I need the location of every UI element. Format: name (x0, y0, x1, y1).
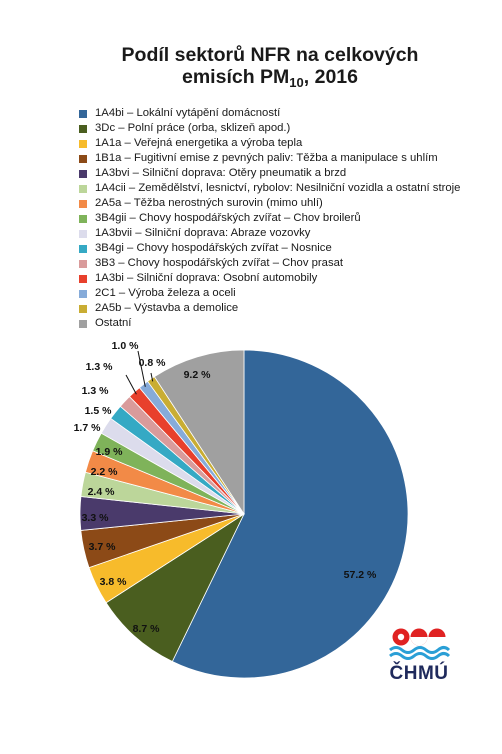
legend-swatch (79, 229, 87, 238)
slice-value-label: 1.3 % (82, 385, 110, 397)
chart-title-line1: Podíl sektorů NFR na celkových (121, 44, 419, 66)
legend-item: 3Dc – Polní práce (orba, sklizeň apod.) (79, 121, 499, 136)
slice-value-label: 3.3 % (82, 512, 110, 524)
legend-label: 2A5a – Těžba nerostných surovin (mimo uh… (95, 197, 323, 209)
slice-value-label: 2.4 % (88, 486, 116, 498)
pie-slice (171, 349, 409, 679)
legend-item: 1A3bi – Silniční doprava: Osobní automob… (79, 271, 499, 286)
slice-value-label: 1.5 % (85, 405, 113, 417)
legend-item: 1B1a – Fugitivní emise z pevných paliv: … (79, 151, 499, 166)
label-leader-line (125, 374, 137, 395)
legend-swatch (79, 274, 87, 283)
legend-label: 2C1 – Výroba železa a oceli (95, 287, 236, 299)
pie-slice (105, 512, 245, 663)
legend-swatch (79, 259, 87, 268)
legend-swatch (79, 109, 87, 118)
label-leader-line (137, 350, 146, 387)
legend-label: 3Dc – Polní práce (orba, sklizeň apod.) (95, 122, 291, 134)
legend-item: 3B4gii – Chovy hospodářských zvířat – Ch… (79, 211, 499, 226)
legend-label: 1A3bi – Silniční doprava: Osobní automob… (95, 272, 318, 284)
slice-value-label: 1.0 % (112, 340, 140, 352)
chart-title-year: , 2016 (303, 66, 358, 88)
chart-title-subscript: 10 (289, 75, 304, 90)
legend-label: 1A3bvii – Silniční doprava: Abraze vozov… (95, 227, 311, 239)
slice-value-label: 57.2 % (344, 569, 377, 581)
legend-label: 1A4bi – Lokální vytápění domácností (95, 107, 281, 119)
legend-label: 1A3bvi – Silniční doprava: Otěry pneumat… (95, 167, 347, 179)
chmu-logo-mark-icon (389, 628, 451, 660)
slice-value-label: 9.2 % (184, 369, 212, 381)
legend-label: 3B4gi – Chovy hospodářských zvířat – Nos… (95, 242, 332, 254)
chmu-logo: ČHMÚ (386, 626, 452, 692)
pie-slice (153, 349, 245, 516)
legend-swatch (79, 154, 87, 163)
legend-label: 3B4gii – Chovy hospodářských zvířat – Ch… (95, 212, 361, 224)
slice-value-label: 2.2 % (91, 466, 119, 478)
chart-title-pm: emisích PM (182, 66, 290, 88)
legend-label: 1B1a – Fugitivní emise z pevných paliv: … (95, 152, 438, 164)
legend-item: 2A5a – Těžba nerostných surovin (mimo uh… (79, 196, 499, 211)
slice-value-label: 1.7 % (74, 422, 102, 434)
legend-label: 1A4cii – Zemědělství, lesnictví, rybolov… (95, 182, 461, 194)
slice-value-label: 1.9 % (96, 446, 124, 458)
legend-swatch (79, 184, 87, 193)
legend-item: 1A1a – Veřejná energetika a výroba tepla (79, 136, 499, 151)
legend-item: Ostatní (79, 316, 499, 331)
legend-swatch (79, 169, 87, 178)
chart-legend: 1A4bi – Lokální vytápění domácností 3Dc –… (79, 106, 499, 331)
legend-label: Ostatní (95, 317, 132, 329)
legend-swatch (79, 124, 87, 133)
legend-swatch (79, 139, 87, 148)
legend-swatch (79, 304, 87, 313)
slice-value-label: 1.3 % (86, 361, 114, 373)
legend-swatch (79, 244, 87, 253)
legend-label: 3B3 – Chovy hospodářských zvířat – Chov … (95, 257, 344, 269)
chart-title-line2: emisích PM10, 2016 (60, 66, 480, 90)
legend-item: 1A3bvii – Silniční doprava: Abraze vozov… (79, 226, 499, 241)
legend-label: 1A1a – Veřejná energetika a výroba tepla (95, 137, 303, 149)
chart-title: Podíl sektorů NFR na celkových emisích P… (60, 44, 480, 90)
slice-value-label: 3.7 % (89, 541, 117, 553)
legend-swatch (79, 289, 87, 298)
legend-item: 2A5b – Výstavba a demolice (79, 301, 499, 316)
legend-swatch (79, 214, 87, 223)
slice-value-label: 8.7 % (133, 623, 161, 635)
legend-item: 1A4cii – Zemědělství, lesnictví, rybolov… (79, 181, 499, 196)
legend-item: 3B4gi – Chovy hospodářských zvířat – Nos… (79, 241, 499, 256)
chmu-logo-text: ČHMÚ (389, 663, 449, 684)
legend-label: 2A5b – Výstavba a demolice (95, 302, 239, 314)
legend-item: 1A4bi – Lokální vytápění domácností (79, 106, 499, 121)
legend-item: 2C1 – Výroba železa a oceli (79, 286, 499, 301)
legend-swatch (79, 199, 87, 208)
slice-value-label: 0.8 % (139, 357, 167, 369)
slice-value-label: 3.8 % (100, 576, 128, 588)
legend-item: 3B3 – Chovy hospodářských zvířat – Chov … (79, 256, 499, 271)
label-leader-line (150, 372, 154, 382)
legend-item: 1A3bvi – Silniční doprava: Otěry pneumat… (79, 166, 499, 181)
legend-swatch (79, 319, 87, 328)
